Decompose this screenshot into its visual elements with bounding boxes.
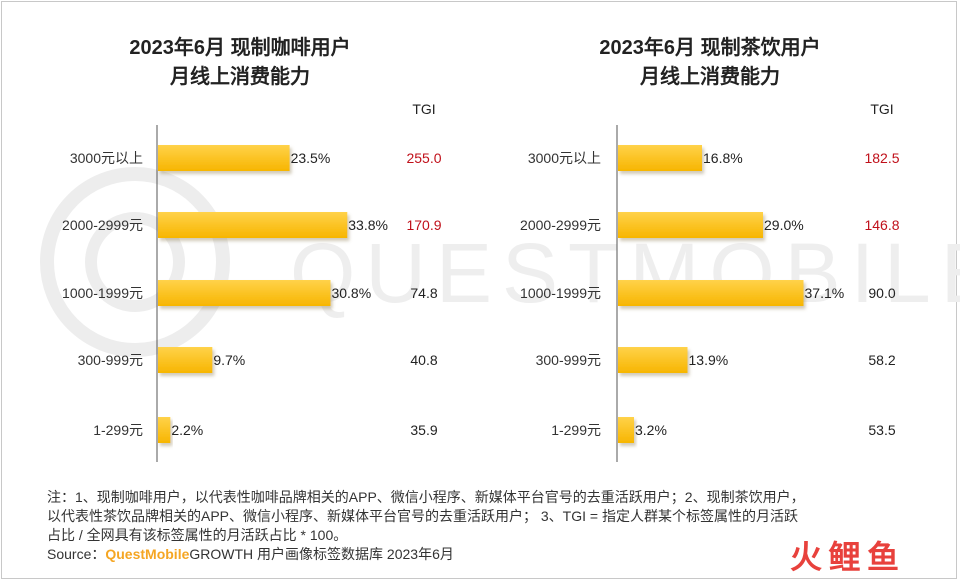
bar: [158, 347, 213, 373]
category-label: 2000-2999元: [520, 217, 601, 233]
tgi-value: 146.8: [864, 217, 899, 233]
bar: [618, 145, 702, 171]
category-label: 1-299元: [551, 422, 601, 438]
coffee-bar-chart: TGI 3000元以上 23.5% 255.0 2000-2999元 33.8% 170.9…: [62, 101, 442, 462]
footnotes: 注：1、现制咖啡用户，以代表性咖啡品牌相关的APP、微信小程序、新媒体平台官号的…: [47, 488, 917, 545]
category-label: 300-999元: [536, 352, 601, 368]
tgi-value: 74.8: [410, 285, 437, 301]
category-label: 1000-1999元: [520, 285, 601, 301]
bar: [618, 280, 804, 306]
data-label: 29.0%: [764, 217, 804, 233]
corner-logo: 火 鲤 鱼: [790, 536, 940, 578]
chart-title-line1: 2023年6月 现制咖啡用户: [129, 37, 351, 59]
category-label: 2000-2999元: [62, 217, 143, 233]
data-label: 37.1%: [805, 285, 845, 301]
tgi-value: 170.9: [406, 217, 441, 233]
data-label: 13.9%: [689, 352, 729, 368]
logo-char: 鱼: [866, 539, 901, 575]
bar: [158, 280, 331, 306]
data-label: 3.2%: [635, 422, 667, 438]
category-label: 1000-1999元: [62, 285, 143, 301]
chart-title-tea: 2023年6月 现制茶饮用户 月线上消费能力: [470, 34, 950, 92]
data-label: 30.8%: [331, 285, 371, 301]
source-brand: QuestMobile: [105, 546, 190, 562]
chart-title-line2: 月线上消费能力: [640, 66, 780, 88]
chart-title-line1: 2023年6月 现制茶饮用户: [599, 37, 821, 59]
bar: [158, 145, 290, 171]
tgi-value: 58.2: [868, 352, 895, 368]
bar: [158, 212, 348, 238]
category-label: 3000元以上: [528, 150, 601, 166]
chart-title-coffee: 2023年6月 现制咖啡用户 月线上消费能力: [0, 34, 480, 92]
tgi-value: 53.5: [868, 422, 895, 438]
logo-char: 火: [790, 539, 825, 575]
bar: [618, 212, 763, 238]
data-label: 2.2%: [171, 422, 203, 438]
logo-char: 鲤: [828, 539, 863, 575]
data-label: 16.8%: [703, 150, 743, 166]
data-label: 9.7%: [213, 352, 245, 368]
category-label: 1-299元: [93, 422, 143, 438]
tgi-header: TGI: [412, 101, 435, 117]
tea-bar-chart: TGI 3000元以上 16.8% 182.5 2000-2999元 29.0% 146.8…: [520, 101, 900, 462]
bar: [618, 417, 634, 443]
bar: [618, 347, 688, 373]
tgi-header: TGI: [870, 101, 893, 117]
source-prefix: Source：: [47, 546, 106, 562]
category-label: 3000元以上: [70, 150, 143, 166]
footnote-line: 以代表性茶饮品牌相关的APP、微信小程序、新媒体平台官号的去重活跃用户； 3、T…: [47, 508, 798, 524]
source-line: Source：QuestMobileGROWTH 用户画像标签数据库 2023年…: [47, 544, 454, 564]
data-label: 23.5%: [291, 150, 331, 166]
category-label: 300-999元: [78, 352, 143, 368]
source-suffix: GROWTH 用户画像标签数据库 2023年6月: [189, 546, 454, 562]
tgi-value: 40.8: [410, 352, 437, 368]
tgi-value: 255.0: [406, 150, 441, 166]
footnote-line: 占比 / 全网具有该标签属性的月活跃占比 * 100。: [47, 527, 348, 543]
data-label: 33.8%: [348, 217, 388, 233]
tgi-value: 182.5: [864, 150, 899, 166]
tgi-value: 35.9: [410, 422, 437, 438]
tgi-value: 90.0: [868, 285, 895, 301]
footnote-line: 注：1、现制咖啡用户，以代表性咖啡品牌相关的APP、微信小程序、新媒体平台官号的…: [47, 489, 805, 505]
chart-title-line2: 月线上消费能力: [170, 66, 310, 88]
bar: [158, 417, 171, 443]
